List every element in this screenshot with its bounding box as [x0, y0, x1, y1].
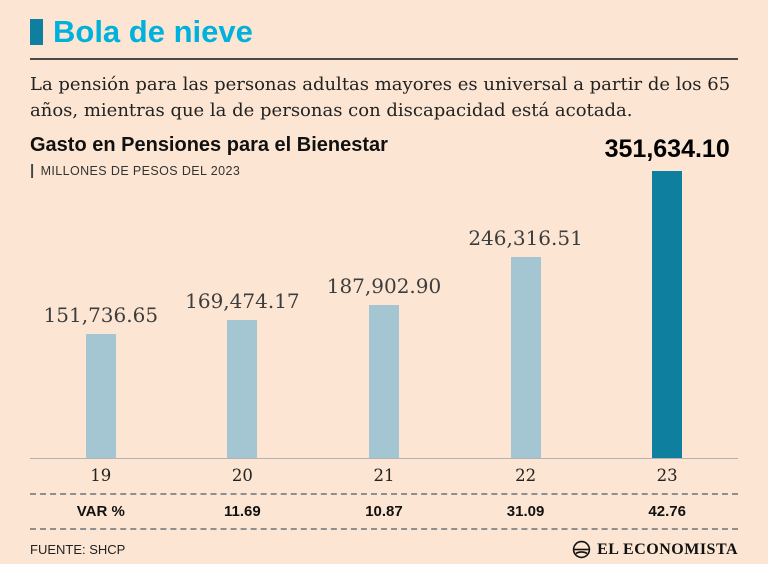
bar-chart: Gasto en Pensiones para el Bienestar | M… [30, 128, 738, 459]
bar-value-label: 187,902.90 [326, 273, 442, 298]
chart-subtitle: | MILLONES DE PESOS DEL 2023 [30, 162, 388, 179]
year-label: 20 [231, 466, 253, 486]
var-value: 42.76 [648, 503, 686, 521]
bar-value-label: 351,634.10 [604, 135, 730, 164]
x-axis-labels: 19 20 21 22 23 [30, 458, 738, 493]
bars-plot-area: 151,736.65 169,474.17 187,902.90 246,316… [30, 128, 738, 459]
subtitle-pipe: | [30, 162, 35, 180]
bar-value-label: 151,736.65 [43, 303, 159, 328]
bar [510, 257, 541, 459]
bar-column: 351,634.10 [596, 128, 738, 459]
source-label: FUENTE: SHCP [30, 542, 126, 558]
year-label: 21 [373, 466, 395, 486]
header-divider [30, 58, 738, 60]
year-label: 19 [90, 466, 112, 486]
bar-column: 187,902.90 [313, 128, 455, 459]
brand-name: EL ECONOMISTA [597, 540, 738, 558]
chart-header: Gasto en Pensiones para el Bienestar | M… [30, 134, 388, 179]
title-accent-bar [30, 19, 43, 45]
bar-column: 151,736.65 [30, 128, 172, 459]
el-economista-logo-icon [572, 540, 591, 559]
description-text: La pensión para las personas adultas may… [30, 74, 731, 122]
year-label: 23 [656, 466, 678, 486]
var-value: 31.09 [506, 503, 545, 521]
bar-value-label: 246,316.51 [468, 226, 583, 251]
bar [368, 304, 399, 459]
chart-units-label: MILLONES DE PESOS DEL 2023 [40, 163, 241, 178]
brand-mark: EL ECONOMISTA [572, 540, 738, 559]
title-row: Bola de nieve [30, 14, 738, 50]
bar-column: 246,316.51 [455, 128, 597, 459]
var-value: 11.69 [224, 503, 261, 521]
bar-value-label: 169,474.17 [185, 288, 300, 313]
bar [85, 334, 116, 459]
variation-row: VAR % 11.69 10.87 31.09 42.76 [30, 493, 738, 531]
chart-title: Gasto en Pensiones para el Bienestar [30, 134, 388, 157]
bar [652, 171, 683, 459]
var-value: 10.87 [365, 503, 403, 521]
year-label: 22 [515, 466, 537, 486]
bar-column: 169,474.17 [172, 128, 314, 459]
footer: FUENTE: SHCP EL ECONOMISTA [30, 540, 738, 559]
page-title: Bola de nieve [53, 14, 253, 49]
header: Bola de nieve La pensión para las person… [30, 14, 738, 124]
var-row-header: VAR % [76, 503, 125, 521]
bar [227, 319, 258, 459]
